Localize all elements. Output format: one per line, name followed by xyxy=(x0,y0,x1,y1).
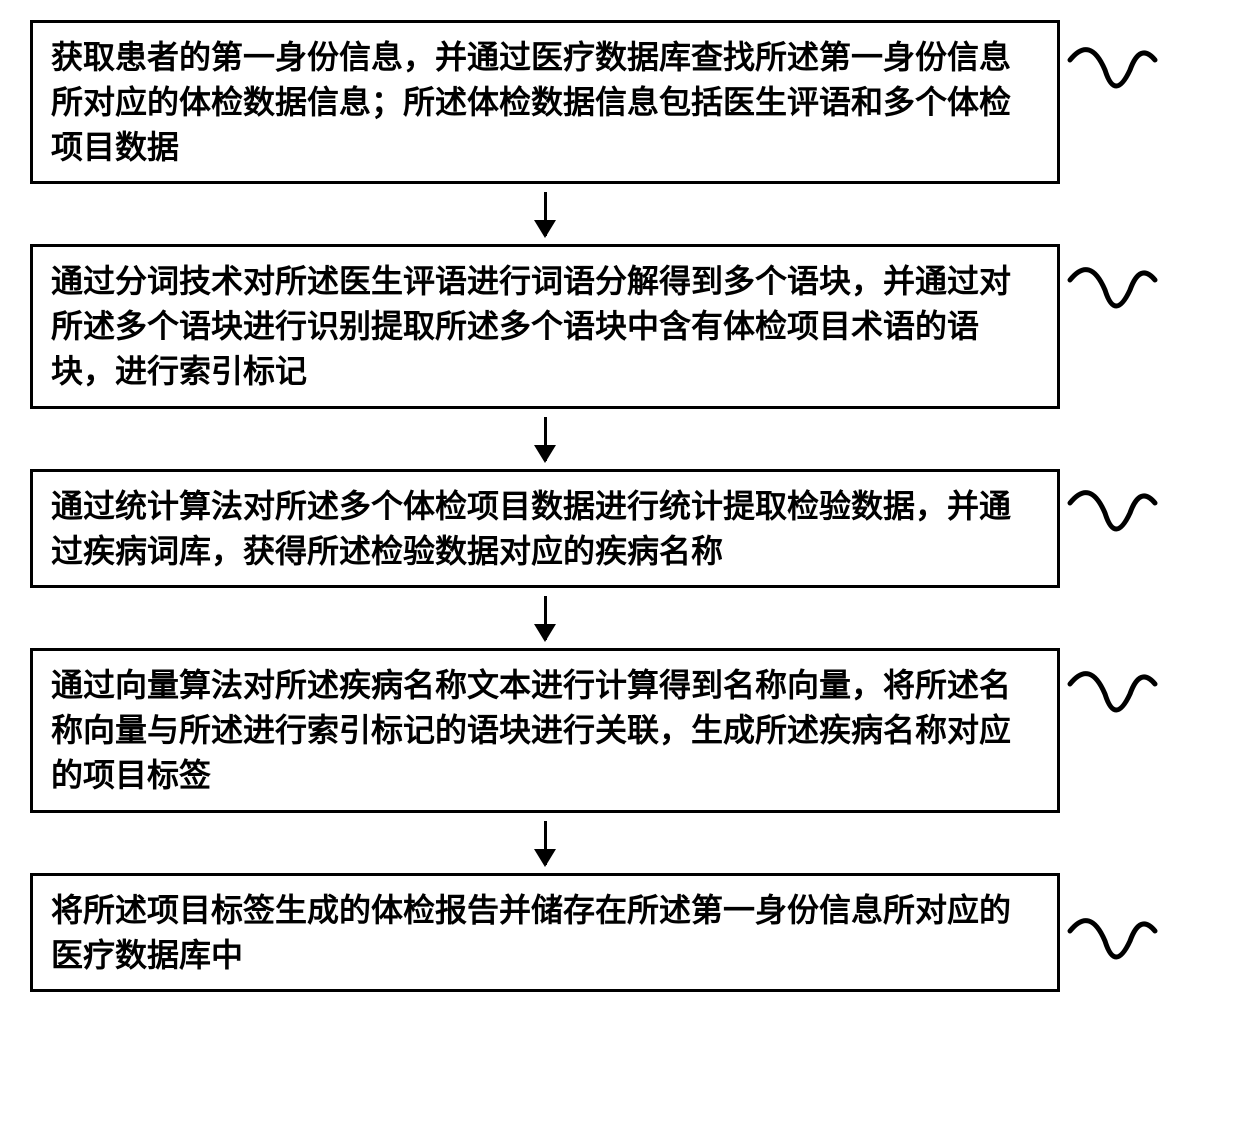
wave-brace-icon xyxy=(1060,654,1190,744)
arrow-s1-s2 xyxy=(30,184,1060,244)
step-box: 通过向量算法对所述疾病名称文本进行计算得到名称向量，将所述名称向量与所述进行索引… xyxy=(30,648,1060,812)
wave-brace-icon xyxy=(1060,901,1190,991)
step-box: 获取患者的第一身份信息，并通过医疗数据库查找所述第一身份信息所对应的体检数据信息… xyxy=(30,20,1060,184)
step-s2: 通过分词技术对所述医生评语进行词语分解得到多个语块，并通过对所述多个语块进行识别… xyxy=(30,244,1210,408)
arrow-down-icon xyxy=(544,821,547,865)
flowchart-container: 获取患者的第一身份信息，并通过医疗数据库查找所述第一身份信息所对应的体检数据信息… xyxy=(30,20,1210,992)
arrow-down-icon xyxy=(544,596,547,640)
step-s1: 获取患者的第一身份信息，并通过医疗数据库查找所述第一身份信息所对应的体检数据信息… xyxy=(30,20,1210,184)
wave-brace-icon xyxy=(1060,473,1190,563)
wave-brace-icon xyxy=(1060,30,1190,120)
step-text: 通过统计算法对所述多个体检项目数据进行统计提取检验数据，并通过疾病词库，获得所述… xyxy=(51,488,1011,569)
step-box: 将所述项目标签生成的体检报告并储存在所述第一身份信息所对应的医疗数据库中 xyxy=(30,873,1060,993)
step-s5: 将所述项目标签生成的体检报告并储存在所述第一身份信息所对应的医疗数据库中 S5 xyxy=(30,873,1210,993)
arrow-down-icon xyxy=(544,192,547,236)
step-s4: 通过向量算法对所述疾病名称文本进行计算得到名称向量，将所述名称向量与所述进行索引… xyxy=(30,648,1210,812)
step-text: 将所述项目标签生成的体检报告并储存在所述第一身份信息所对应的医疗数据库中 xyxy=(51,892,1011,973)
step-box: 通过分词技术对所述医生评语进行词语分解得到多个语块，并通过对所述多个语块进行识别… xyxy=(30,244,1060,408)
arrow-down-icon xyxy=(544,417,547,461)
arrow-s4-s5 xyxy=(30,813,1060,873)
step-text: 获取患者的第一身份信息，并通过医疗数据库查找所述第一身份信息所对应的体检数据信息… xyxy=(51,39,1011,165)
step-box: 通过统计算法对所述多个体检项目数据进行统计提取检验数据，并通过疾病词库，获得所述… xyxy=(30,469,1060,589)
wave-brace-icon xyxy=(1060,250,1190,340)
arrow-s2-s3 xyxy=(30,409,1060,469)
step-text: 通过分词技术对所述医生评语进行词语分解得到多个语块，并通过对所述多个语块进行识别… xyxy=(51,263,1011,389)
arrow-s3-s4 xyxy=(30,588,1060,648)
step-s3: 通过统计算法对所述多个体检项目数据进行统计提取检验数据，并通过疾病词库，获得所述… xyxy=(30,469,1210,589)
step-text: 通过向量算法对所述疾病名称文本进行计算得到名称向量，将所述名称向量与所述进行索引… xyxy=(51,667,1011,793)
